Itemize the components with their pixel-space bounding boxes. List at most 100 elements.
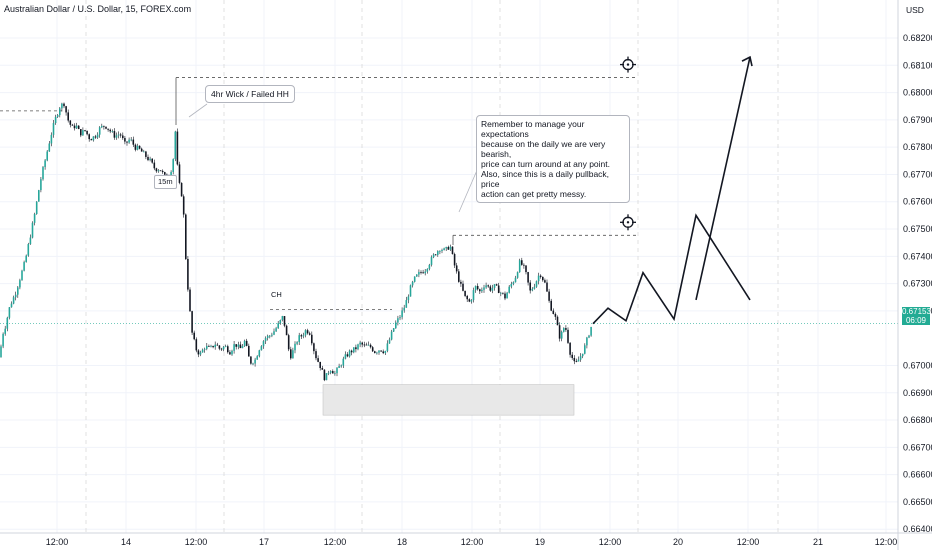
- candle-body: [422, 272, 424, 274]
- candle-body: [437, 251, 439, 255]
- wick-callout-pointer: [188, 103, 208, 118]
- candle-body: [502, 292, 504, 294]
- candle-body: [308, 333, 311, 335]
- candle-body: [518, 260, 521, 273]
- time-tick-label: 12:00: [737, 537, 760, 547]
- candle-body: [220, 348, 223, 350]
- candle-body: [187, 258, 189, 290]
- candle-body: [560, 331, 563, 339]
- candle-body: [348, 350, 351, 357]
- candle-body: [170, 172, 172, 178]
- candle-body: [451, 246, 454, 255]
- candle-body: [563, 328, 565, 332]
- candle-body: [227, 346, 229, 353]
- candle-body: [111, 131, 114, 132]
- candle-body: [256, 356, 258, 360]
- candle-body: [346, 354, 349, 357]
- candle-body: [122, 135, 124, 139]
- candle-body: [476, 285, 479, 290]
- chart-title: Australian Dollar / U.S. Dollar, 15, FOR…: [4, 4, 192, 14]
- candle-body: [590, 326, 592, 336]
- candle-body: [523, 264, 525, 266]
- candle-body: [180, 182, 183, 197]
- candle-body: [306, 330, 309, 334]
- candle-body: [426, 268, 429, 272]
- candle-body: [489, 286, 492, 291]
- candle-body: [23, 262, 25, 271]
- candle-body: [537, 275, 540, 282]
- candle-body: [29, 237, 32, 245]
- candle-body: [527, 272, 529, 283]
- candle-body: [216, 344, 219, 346]
- candle-body: [556, 316, 559, 326]
- candle-body: [277, 323, 279, 329]
- time-axis[interactable]: 12:00 14 12:00 17 12:00 18 12:00 19 12:00 20 12:00…: [46, 537, 898, 547]
- candle-body: [407, 296, 410, 301]
- candle-body: [134, 144, 137, 150]
- candle-body: [361, 342, 363, 345]
- candle-body: [27, 244, 30, 256]
- candle-body: [262, 341, 265, 347]
- candle-body: [113, 131, 116, 138]
- note-line: action can get pretty messy.: [481, 189, 587, 199]
- time-tick-label: 12:00: [324, 537, 347, 547]
- candle-body: [323, 369, 326, 381]
- candle-body: [71, 124, 74, 126]
- candle-body: [264, 338, 267, 342]
- candle-body: [8, 307, 11, 318]
- candle-body: [506, 292, 508, 299]
- candle-body: [401, 310, 403, 318]
- time-tick-label: 12:00: [46, 537, 69, 547]
- candle-body: [210, 345, 212, 347]
- candle-body: [485, 285, 487, 288]
- candle-body: [98, 127, 101, 135]
- candle-body: [273, 331, 275, 335]
- time-tick-label: 12:00: [461, 537, 484, 547]
- candle-body: [472, 290, 475, 301]
- candle-body: [67, 112, 69, 121]
- candle-body: [124, 138, 126, 142]
- candle-body: [447, 246, 450, 250]
- candle-body: [52, 123, 55, 135]
- candle-body: [82, 130, 84, 136]
- candle-body: [164, 172, 166, 175]
- candle-body: [250, 356, 252, 364]
- candle-body: [548, 291, 550, 301]
- candle-body: [138, 145, 141, 149]
- candle-body: [525, 265, 527, 273]
- candle-body: [334, 373, 336, 375]
- note-line: because on the daily we are very bearish…: [481, 139, 606, 159]
- candle-body: [529, 282, 531, 291]
- candle-body: [491, 287, 494, 291]
- candle-body: [56, 115, 59, 117]
- candle-body: [292, 350, 294, 359]
- candle-body: [533, 286, 536, 289]
- target-crosshair-icon: [620, 56, 636, 73]
- wick-callout: 4hr Wick / Failed HH: [205, 85, 295, 103]
- candle-body: [10, 303, 13, 308]
- level-lines: [0, 77, 898, 325]
- candle-body: [468, 299, 471, 302]
- candle-body: [109, 129, 111, 132]
- candle-body: [470, 300, 473, 302]
- candle-body: [577, 359, 580, 362]
- candle-body: [514, 277, 517, 283]
- candle-body: [31, 222, 34, 238]
- candle-body: [350, 350, 353, 353]
- candle-body: [390, 331, 393, 340]
- candle-body: [399, 317, 401, 319]
- candle-body: [90, 139, 93, 141]
- candle-body: [571, 354, 573, 358]
- time-tick-label: 19: [535, 537, 545, 547]
- candle-body: [44, 160, 46, 168]
- candle-body: [569, 342, 571, 355]
- candle-body: [48, 143, 51, 152]
- candle-body: [197, 350, 200, 355]
- candle-body: [445, 246, 447, 249]
- candle-body: [40, 179, 42, 191]
